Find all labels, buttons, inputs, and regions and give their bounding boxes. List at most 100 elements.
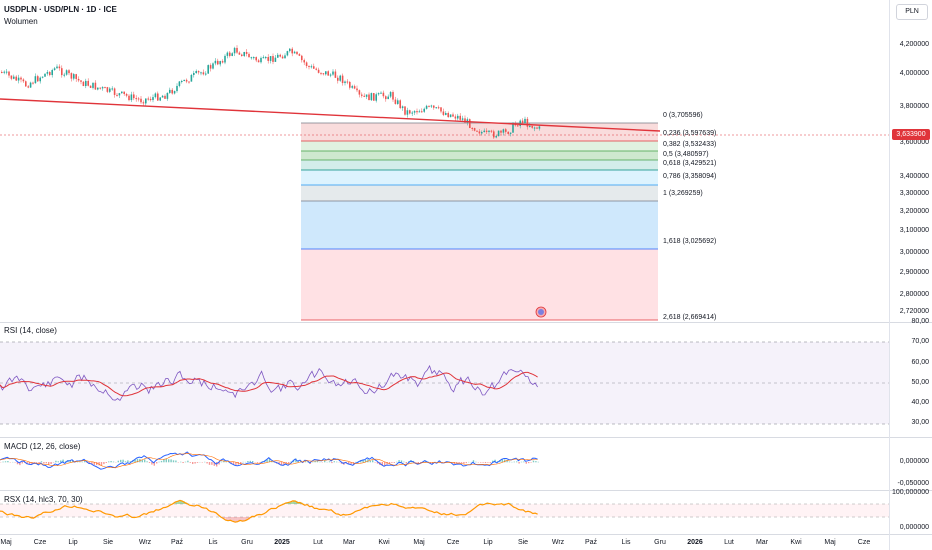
macd-bar	[472, 460, 475, 463]
macd-bar	[194, 462, 196, 464]
rsx-title[interactable]: RSX (14, hlc3, 70, 30)	[4, 495, 83, 504]
candle-body	[281, 56, 284, 59]
candle-body	[1, 72, 3, 73]
candle-body	[380, 92, 382, 94]
candle-body	[61, 68, 63, 76]
macd-line	[0, 451, 538, 470]
fib-zone	[301, 141, 658, 151]
symbol-title[interactable]: USDPLN · USD/PLN · 1D · ICE	[4, 5, 117, 14]
macd-bar	[100, 462, 103, 466]
rsi-title[interactable]: RSI (14, close)	[4, 326, 57, 335]
price-label: 3,600000	[899, 139, 929, 146]
macd-bar	[225, 461, 227, 463]
candle-body	[406, 110, 409, 115]
candle-body	[533, 127, 536, 129]
macd-bar	[463, 462, 465, 464]
volume-legend[interactable]: Wolumen	[4, 17, 38, 26]
macd-bar	[136, 458, 139, 463]
macd-bar	[79, 461, 81, 463]
candle-body	[538, 126, 541, 129]
fib-label: 2,618 (2,669414)	[663, 314, 717, 321]
candle-body	[257, 60, 260, 63]
candle-body	[488, 130, 490, 132]
candle-body	[212, 63, 214, 69]
pane-separator[interactable]	[0, 437, 932, 438]
candle-body	[37, 76, 39, 82]
candle-body	[101, 87, 104, 89]
macd-bar	[280, 462, 283, 466]
macd-bar	[458, 462, 460, 463]
macd-bar	[396, 461, 398, 463]
macd-bar	[60, 460, 62, 463]
rsx-oversold-fill	[240, 517, 243, 521]
candle-body	[279, 54, 281, 57]
candle-body	[526, 118, 529, 127]
fibonacci-retracement[interactable]	[301, 122, 658, 321]
candle-body	[440, 107, 442, 112]
macd-bar	[220, 461, 223, 463]
candle-body	[262, 57, 265, 59]
macd-bar	[237, 462, 239, 465]
trend-line[interactable]	[0, 98, 661, 132]
candle-body	[32, 82, 34, 84]
macd-bar	[460, 462, 463, 463]
macd-bar	[314, 460, 316, 463]
candle-body	[29, 82, 32, 88]
candle-body	[320, 72, 322, 74]
candle-body	[286, 51, 289, 56]
candle-body	[397, 100, 399, 104]
candle-body	[8, 71, 10, 76]
candle-body	[178, 81, 181, 86]
pane-separator[interactable]	[0, 490, 932, 491]
candle-body	[85, 80, 87, 87]
time-label: Paź	[584, 539, 598, 546]
macd-bar	[247, 460, 249, 463]
candle-body	[111, 88, 113, 90]
macd-bar	[55, 460, 57, 463]
candle-body	[337, 77, 339, 81]
candle-body	[399, 100, 401, 109]
candle-body	[248, 53, 250, 58]
candle-body	[394, 99, 397, 104]
macd-bar	[84, 461, 86, 463]
macd-bar	[525, 462, 527, 464]
macd-bar	[168, 459, 170, 463]
candle-body	[39, 77, 41, 82]
candle-body	[109, 88, 111, 92]
rsx-overbought-fill	[177, 501, 180, 504]
macd-bar	[76, 461, 79, 463]
macd-bar	[319, 461, 321, 463]
pane-separator[interactable]	[0, 322, 932, 323]
candle-body	[301, 55, 303, 61]
rsx-oversold-fill	[230, 517, 233, 521]
candle-body	[65, 70, 68, 75]
currency-button[interactable]: PLN	[896, 4, 928, 20]
macd-bar	[520, 461, 523, 463]
candle-body	[77, 78, 80, 81]
rsi-scale-label: 30,00	[911, 419, 929, 426]
candle-body	[20, 77, 22, 80]
macd-title[interactable]: MACD (12, 26, close)	[4, 442, 81, 451]
macd-bar	[69, 460, 71, 463]
candle-body	[169, 89, 171, 93]
rsx-scale-label: 0,000000	[899, 524, 929, 531]
fib-label: 0,5 (3,480597)	[663, 151, 709, 158]
economic-event-icon[interactable]	[535, 306, 547, 318]
price-scale[interactable]: PLN 4,200000 4,000000 3,800000 3,600000 …	[889, 0, 932, 550]
candle-body	[82, 81, 85, 87]
candle-body	[164, 95, 166, 99]
time-label: 2025	[274, 539, 290, 546]
macd-bar	[144, 459, 146, 463]
candle-body	[445, 113, 447, 115]
candle-body	[277, 54, 279, 58]
macd-bar	[288, 462, 290, 464]
candle-body	[500, 130, 502, 133]
candle-body	[346, 81, 349, 83]
candle-body	[447, 113, 449, 118]
macd-bar	[535, 461, 537, 463]
macd-bar	[26, 462, 28, 465]
candle-body	[22, 79, 25, 82]
time-label: Lip	[483, 539, 493, 546]
price-label: 2,800000	[899, 291, 929, 298]
